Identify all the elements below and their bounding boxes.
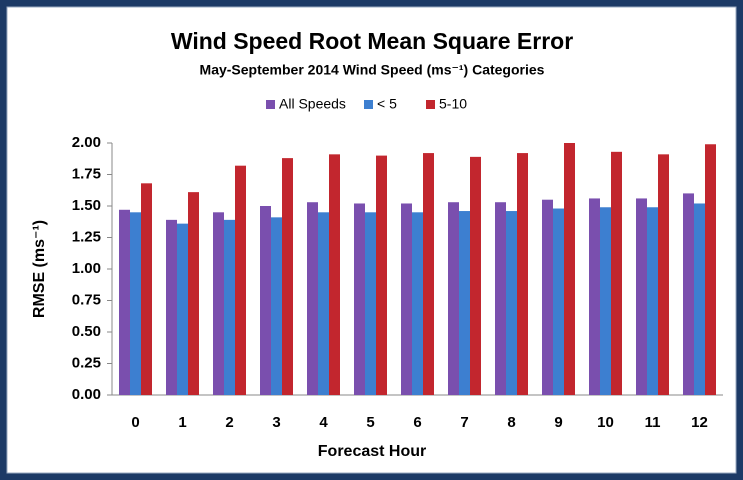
bar xyxy=(260,206,271,395)
bar xyxy=(647,207,658,395)
x-tick-label: 6 xyxy=(413,414,421,431)
legend-swatch xyxy=(266,100,275,109)
y-tick-label: 0.75 xyxy=(72,291,101,308)
bar xyxy=(506,211,517,395)
bar xyxy=(354,203,365,395)
y-tick-label: 1.00 xyxy=(72,260,101,277)
bar xyxy=(166,219,177,395)
bar xyxy=(564,143,575,395)
x-tick-label: 2 xyxy=(225,414,233,431)
bar xyxy=(694,203,705,395)
legend-label: 5-10 xyxy=(439,96,467,112)
bar xyxy=(235,165,246,395)
y-tick-label: 1.50 xyxy=(72,197,101,214)
bar xyxy=(412,212,423,395)
bar xyxy=(542,199,553,395)
legend-swatch xyxy=(364,100,373,109)
bar xyxy=(365,212,376,395)
bar xyxy=(177,223,188,395)
bar xyxy=(318,212,329,395)
x-tick-label: 10 xyxy=(597,414,614,431)
bar xyxy=(141,183,152,395)
y-tick-label: 0.50 xyxy=(72,323,101,340)
bar xyxy=(517,153,528,395)
x-tick-label: 8 xyxy=(507,414,515,431)
bar xyxy=(683,193,694,395)
bar xyxy=(589,198,600,395)
chart-subtitle: May-September 2014 Wind Speed (ms⁻¹) Cat… xyxy=(200,62,545,78)
x-axis-title: Forecast Hour xyxy=(318,443,426,460)
x-tick-label: 4 xyxy=(319,414,328,431)
bar xyxy=(600,207,611,395)
x-tick-label: 12 xyxy=(691,414,708,431)
bar xyxy=(130,212,141,395)
bar xyxy=(376,155,387,395)
bar xyxy=(495,202,506,395)
bar xyxy=(119,209,130,395)
x-tick-label: 11 xyxy=(645,414,661,431)
bar xyxy=(459,211,470,395)
chart-title: Wind Speed Root Mean Square Error xyxy=(171,28,573,54)
bar xyxy=(611,151,622,395)
x-tick-label: 5 xyxy=(366,414,374,431)
bar xyxy=(658,154,669,395)
legend-label: All Speeds xyxy=(279,96,346,112)
bar xyxy=(329,154,340,395)
bar xyxy=(705,144,716,395)
bar xyxy=(636,198,647,395)
bar xyxy=(553,208,564,395)
bar xyxy=(188,192,199,395)
legend-swatch xyxy=(426,100,435,109)
bar xyxy=(224,219,235,395)
y-tick-label: 1.25 xyxy=(72,228,101,245)
y-axis-title: RMSE (ms⁻¹) xyxy=(31,220,48,318)
bar xyxy=(271,217,282,395)
legend-label: < 5 xyxy=(377,96,397,112)
bar xyxy=(282,158,293,395)
x-tick-label: 3 xyxy=(272,414,280,431)
x-tick-label: 1 xyxy=(178,414,186,431)
bar xyxy=(470,156,481,395)
bar xyxy=(307,202,318,395)
x-tick-label: 7 xyxy=(460,414,468,431)
bar xyxy=(448,202,459,395)
bar xyxy=(213,212,224,395)
y-tick-label: 1.75 xyxy=(72,165,101,182)
y-tick-label: 2.00 xyxy=(72,134,101,151)
y-tick-label: 0.00 xyxy=(72,386,101,403)
bar xyxy=(423,153,434,395)
bar xyxy=(401,203,412,395)
x-tick-label: 9 xyxy=(554,414,562,431)
x-tick-label: 0 xyxy=(131,414,139,431)
y-tick-label: 0.25 xyxy=(72,354,101,371)
